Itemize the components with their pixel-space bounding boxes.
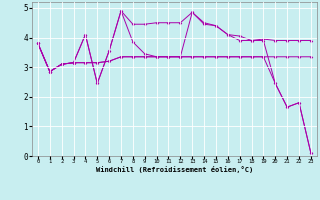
X-axis label: Windchill (Refroidissement éolien,°C): Windchill (Refroidissement éolien,°C) (96, 166, 253, 173)
